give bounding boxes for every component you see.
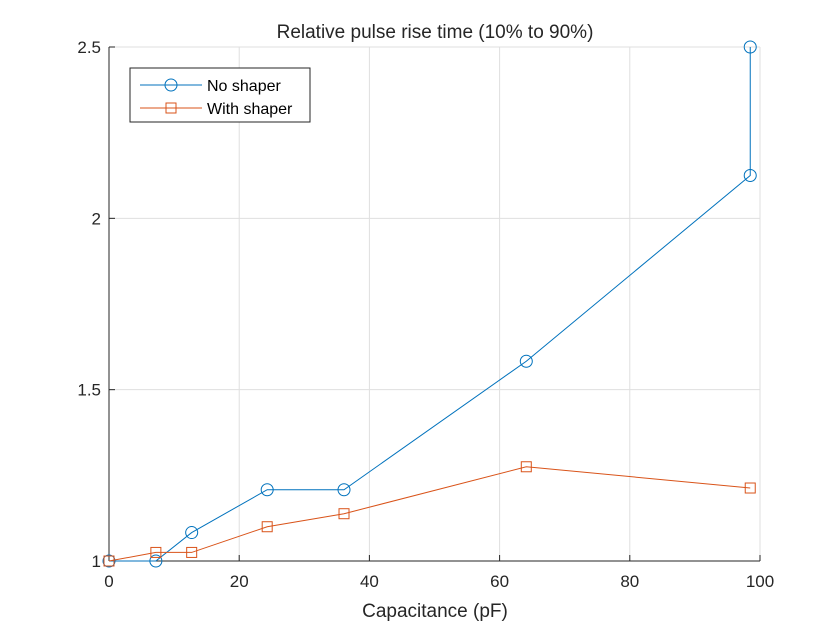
- legend-marker-with-shaper: [165, 102, 177, 114]
- legend-label-with-shaper: With shaper: [207, 101, 293, 118]
- x-tick-label: 20: [230, 572, 249, 591]
- data-point: [743, 40, 757, 54]
- data-point: [743, 169, 757, 182]
- data-point: [337, 483, 351, 497]
- data-point: [261, 521, 273, 533]
- legend-box: [129, 67, 311, 123]
- legend: No shaper With shaper: [129, 67, 311, 123]
- series-layer: [102, 40, 757, 568]
- data-point: [260, 483, 274, 497]
- data-point: [744, 482, 756, 494]
- plot-background: [109, 47, 760, 561]
- data-point: [103, 555, 115, 567]
- axes: [108, 46, 761, 562]
- y-tick-label: 1.5: [77, 381, 101, 400]
- x-axis-label: Capacitance (pF): [362, 601, 508, 622]
- x-tick-label: 0: [104, 572, 113, 591]
- series-line: [109, 47, 751, 562]
- data-point: [102, 554, 116, 568]
- series-with-shaper: [103, 461, 756, 567]
- data-point: [520, 461, 532, 473]
- data-point: [150, 546, 162, 558]
- series-line: [108, 466, 751, 562]
- data-point: [186, 546, 198, 558]
- y-tick-label: 2.5: [77, 38, 101, 57]
- data-point: [519, 354, 533, 368]
- y-tick-label: 1: [92, 552, 101, 571]
- data-point: [338, 508, 350, 520]
- x-tick-label: 40: [360, 572, 379, 591]
- x-tick-label: 60: [490, 572, 509, 591]
- y-tick-label: 2: [92, 209, 101, 228]
- tick-labels: 0 20 40 60 80 100 1 1.5 2 2.5: [77, 38, 774, 591]
- x-tick-label: 100: [746, 572, 774, 591]
- data-point: [185, 526, 199, 540]
- legend-marker-no-shaper: [164, 78, 178, 92]
- x-tick-label: 80: [620, 572, 639, 591]
- series-no-shaper: [102, 40, 757, 568]
- data-point: [149, 554, 163, 568]
- chart-title: Relative pulse rise time (10% to 90%): [277, 22, 594, 43]
- legend-label-no-shaper: No shaper: [207, 78, 281, 95]
